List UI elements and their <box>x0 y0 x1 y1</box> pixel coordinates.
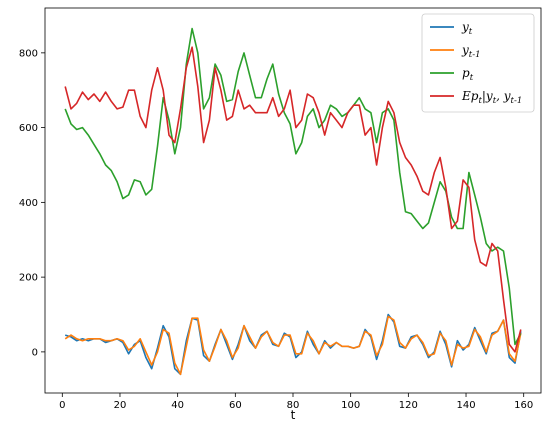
y-tick-label: 400 <box>19 198 38 209</box>
y-tick-label: 800 <box>19 48 38 59</box>
y-axis-ticks: 0 200 400 600 800 <box>19 48 45 358</box>
x-axis-ticks: 0 20 40 60 80 100 120 140 160 <box>59 393 533 411</box>
legend: yt yt-1 pt Ept|yt, yt-1 <box>421 13 535 113</box>
legend-label-3: pt <box>462 66 474 83</box>
legend-box <box>421 13 535 113</box>
x-tick-label: 120 <box>399 400 418 411</box>
x-tick-label: 60 <box>229 400 242 411</box>
x-tick-label: 20 <box>114 400 127 411</box>
x-tick-label: 40 <box>171 400 184 411</box>
y-tick-label: 200 <box>19 273 38 284</box>
y-tick-label: 0 <box>32 347 38 358</box>
x-tick-label: 80 <box>287 400 300 411</box>
series-layer <box>64 27 522 376</box>
x-tick-label: 0 <box>59 400 65 411</box>
legend-label-4: Ept|yt, yt-1 <box>461 89 522 106</box>
x-tick-label: 160 <box>514 400 533 411</box>
x-tick-label: 100 <box>341 400 360 411</box>
x-axis-label: t <box>291 408 296 422</box>
y-tick-label: 600 <box>19 123 38 134</box>
legend-label-1: yt <box>461 20 473 37</box>
series-line-3 <box>64 27 522 346</box>
series-line-4 <box>64 46 522 353</box>
x-tick-label: 140 <box>456 400 475 411</box>
series-line-1 <box>64 313 522 376</box>
series-line-2 <box>64 315 522 376</box>
legend-label-2: yt-1 <box>461 43 480 60</box>
